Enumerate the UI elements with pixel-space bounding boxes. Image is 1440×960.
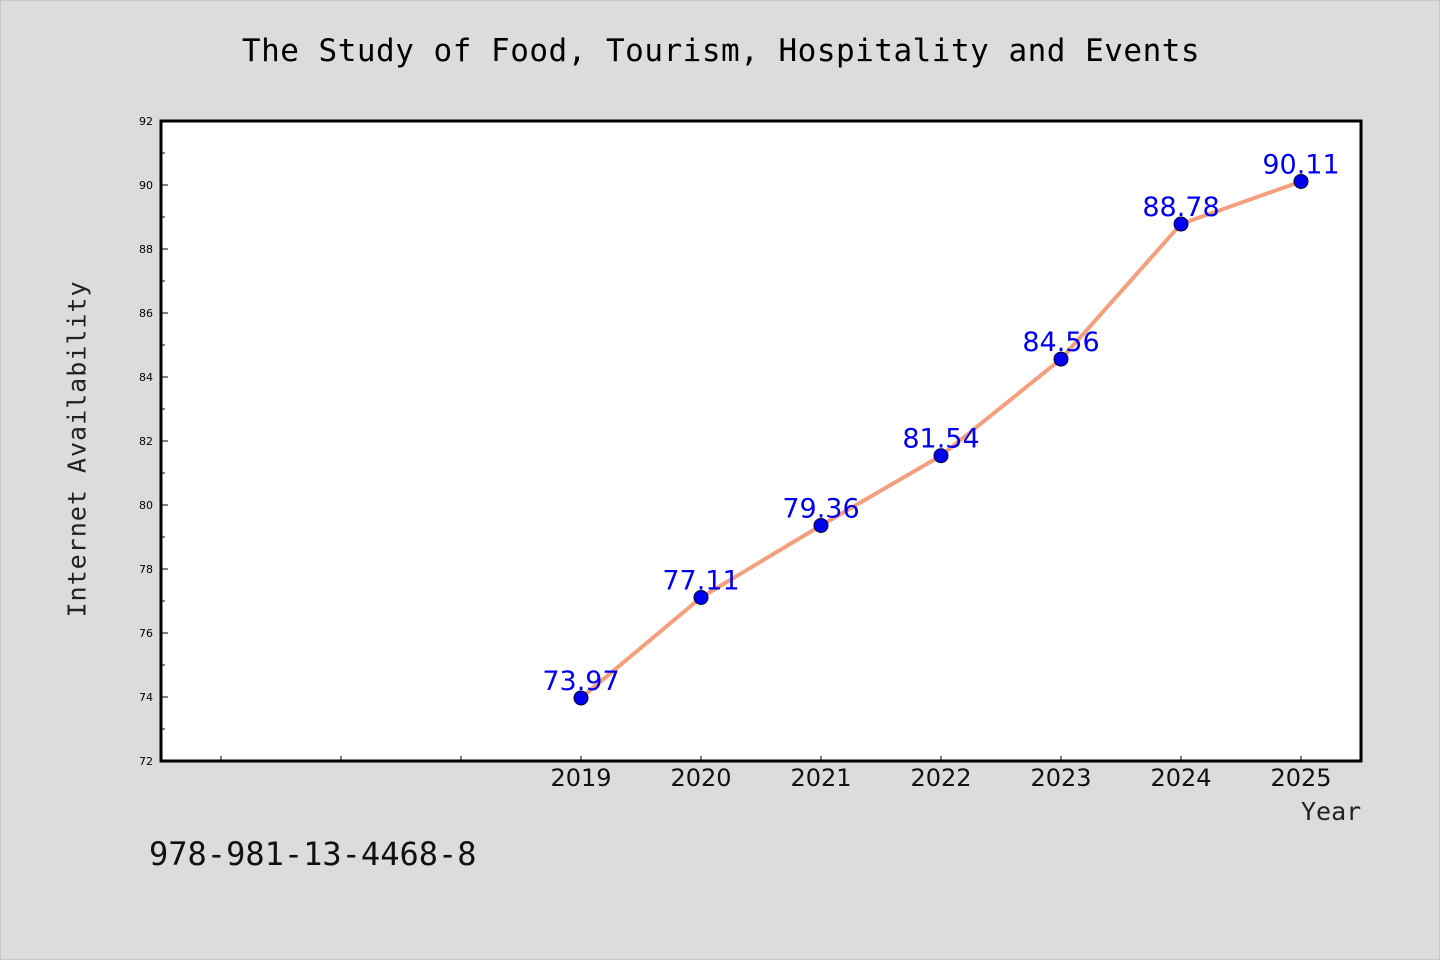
data-point [933, 448, 949, 464]
x-tick-label: 2023 [1030, 764, 1091, 792]
x-tick-label: 2021 [790, 764, 851, 792]
data-label: 84.56 [1022, 327, 1099, 358]
data-label: 77.11 [662, 565, 739, 596]
chart-title: The Study of Food, Tourism, Hospitality … [241, 33, 1201, 69]
data-label: 88.78 [1142, 192, 1219, 223]
y-axis: 72 74 76 78 80 82 84 86 88 90 92 [139, 115, 168, 768]
y-tick-label: 76 [139, 627, 153, 640]
y-tick-label: 92 [139, 115, 153, 128]
y-tick-label: 74 [139, 691, 153, 704]
data-label: 81.54 [902, 424, 979, 455]
data-point [1293, 173, 1309, 189]
x-tick-label: 2024 [1150, 764, 1211, 792]
y-tick-label: 84 [139, 371, 153, 384]
series-layer: 73.97 77.11 79.36 81.54 84.56 88.78 90.11 [542, 149, 1340, 706]
y-tick-label: 86 [139, 307, 153, 320]
x-axis-label: Year [1301, 797, 1362, 826]
data-point [1173, 216, 1189, 232]
x-tick-label: 2025 [1270, 764, 1331, 792]
y-tick-label: 88 [139, 243, 153, 256]
data-point [693, 589, 709, 605]
footer-isbn: 978-981-13-4468-8 [149, 835, 477, 873]
y-tick-label: 78 [139, 563, 153, 576]
y-tick-label: 82 [139, 435, 153, 448]
x-axis: 2019 2020 2021 2022 2023 2024 2025 [220, 756, 1332, 792]
plot-frame [159, 119, 1363, 763]
x-tick-label: 2022 [910, 764, 971, 792]
data-label: 79.36 [782, 493, 859, 524]
y-tick-label: 72 [139, 755, 153, 768]
data-point [813, 517, 829, 533]
y-tick-label: 90 [139, 179, 153, 192]
data-point [1053, 351, 1069, 367]
data-point [573, 690, 589, 706]
data-label: 90.11 [1262, 149, 1339, 180]
data-label: 73.97 [542, 666, 619, 697]
x-tick-label: 2019 [550, 764, 611, 792]
y-tick-label: 80 [139, 499, 153, 512]
x-tick-label: 2020 [670, 764, 731, 792]
